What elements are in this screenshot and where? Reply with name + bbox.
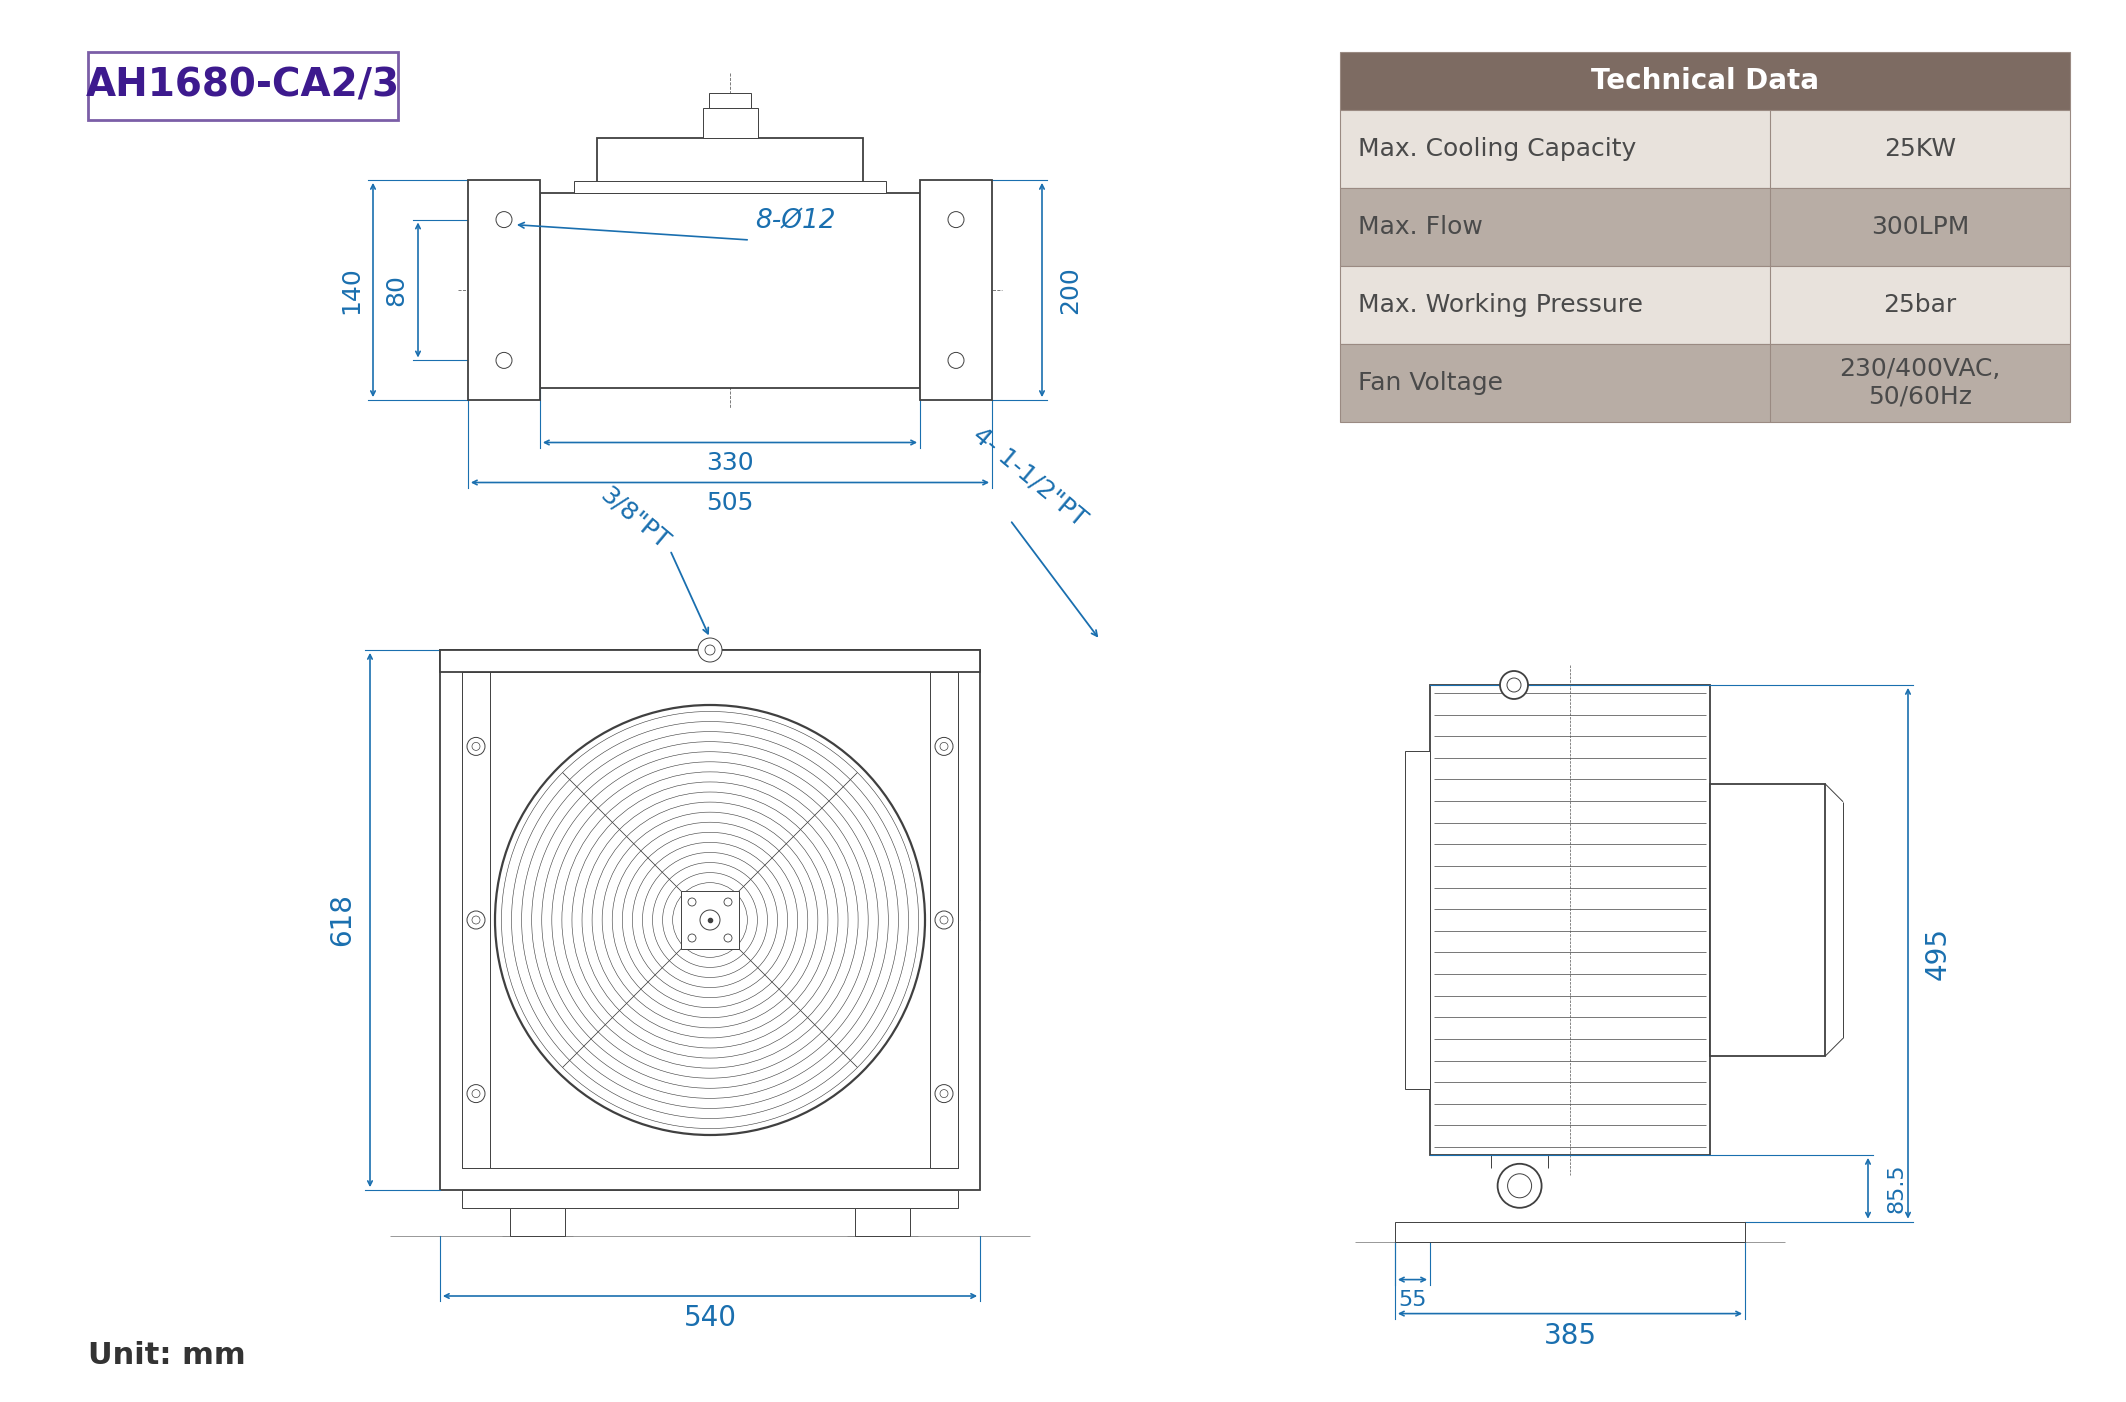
Text: Max. Cooling Capacity: Max. Cooling Capacity bbox=[1359, 137, 1637, 161]
Bar bbox=[1709, 784, 1824, 1056]
Circle shape bbox=[1501, 672, 1529, 700]
Bar bbox=[510, 1209, 566, 1237]
Circle shape bbox=[725, 899, 731, 906]
Bar bbox=[1339, 52, 2071, 109]
Bar bbox=[680, 892, 740, 949]
Bar bbox=[468, 179, 540, 400]
Bar bbox=[87, 52, 398, 121]
Circle shape bbox=[1507, 679, 1520, 693]
Circle shape bbox=[699, 910, 721, 930]
Bar bbox=[1339, 266, 2071, 343]
Bar bbox=[1339, 343, 2071, 422]
Circle shape bbox=[697, 638, 723, 662]
Bar bbox=[708, 93, 750, 108]
Bar bbox=[461, 672, 489, 1168]
Bar bbox=[702, 108, 757, 137]
Circle shape bbox=[706, 645, 714, 655]
Text: 495: 495 bbox=[1924, 927, 1952, 980]
Text: AH1680-CA2/3: AH1680-CA2/3 bbox=[85, 67, 400, 105]
Bar bbox=[440, 651, 980, 1190]
Text: 540: 540 bbox=[682, 1304, 736, 1332]
Circle shape bbox=[468, 911, 485, 930]
Text: 4- 1-1/2"PT: 4- 1-1/2"PT bbox=[969, 422, 1091, 531]
Circle shape bbox=[948, 212, 963, 227]
Circle shape bbox=[472, 743, 480, 750]
Text: Fan Voltage: Fan Voltage bbox=[1359, 372, 1503, 395]
Text: 230/400VAC,
50/60Hz: 230/400VAC, 50/60Hz bbox=[1839, 358, 2001, 409]
Text: 80: 80 bbox=[385, 273, 408, 306]
Circle shape bbox=[468, 737, 485, 756]
Circle shape bbox=[495, 212, 512, 227]
Circle shape bbox=[725, 934, 731, 942]
Circle shape bbox=[689, 934, 695, 942]
Text: 140: 140 bbox=[338, 266, 364, 314]
Bar bbox=[1431, 686, 1709, 1155]
Bar bbox=[597, 137, 863, 192]
Circle shape bbox=[935, 1085, 952, 1102]
Text: 300LPM: 300LPM bbox=[1871, 215, 1969, 238]
Text: 85.5: 85.5 bbox=[1886, 1164, 1907, 1213]
Bar bbox=[921, 179, 993, 400]
Text: Technical Data: Technical Data bbox=[1590, 67, 1820, 95]
Bar bbox=[1405, 751, 1431, 1089]
Text: Max. Flow: Max. Flow bbox=[1359, 215, 1482, 238]
Text: 618: 618 bbox=[327, 893, 355, 946]
Circle shape bbox=[472, 1089, 480, 1098]
Circle shape bbox=[495, 352, 512, 369]
Circle shape bbox=[689, 899, 695, 906]
Text: 55: 55 bbox=[1399, 1290, 1427, 1309]
Circle shape bbox=[472, 916, 480, 924]
Circle shape bbox=[940, 1089, 948, 1098]
Bar bbox=[929, 672, 959, 1168]
Circle shape bbox=[1507, 1173, 1531, 1197]
Circle shape bbox=[948, 352, 963, 369]
Text: 505: 505 bbox=[706, 491, 755, 515]
Bar bbox=[1339, 188, 2071, 266]
Text: 330: 330 bbox=[706, 450, 755, 474]
Text: 8-Ø12: 8-Ø12 bbox=[755, 209, 836, 236]
Circle shape bbox=[940, 743, 948, 750]
Circle shape bbox=[935, 911, 952, 930]
Bar bbox=[1339, 109, 2071, 188]
Circle shape bbox=[1497, 1164, 1541, 1207]
Bar bbox=[440, 651, 980, 672]
Circle shape bbox=[935, 737, 952, 756]
Bar bbox=[461, 672, 959, 1168]
Text: Max. Working Pressure: Max. Working Pressure bbox=[1359, 293, 1643, 317]
Text: 3/8"PT: 3/8"PT bbox=[595, 482, 674, 554]
Bar bbox=[855, 1209, 910, 1237]
Circle shape bbox=[468, 1085, 485, 1102]
Bar bbox=[574, 181, 887, 192]
Text: 200: 200 bbox=[1059, 266, 1082, 314]
Bar bbox=[461, 1190, 959, 1209]
Text: 25bar: 25bar bbox=[1884, 293, 1956, 317]
Bar bbox=[1395, 1221, 1745, 1242]
Circle shape bbox=[940, 916, 948, 924]
Text: 25KW: 25KW bbox=[1884, 137, 1956, 161]
Bar bbox=[540, 192, 921, 387]
Text: Unit: mm: Unit: mm bbox=[87, 1340, 247, 1370]
Text: 385: 385 bbox=[1543, 1322, 1597, 1350]
